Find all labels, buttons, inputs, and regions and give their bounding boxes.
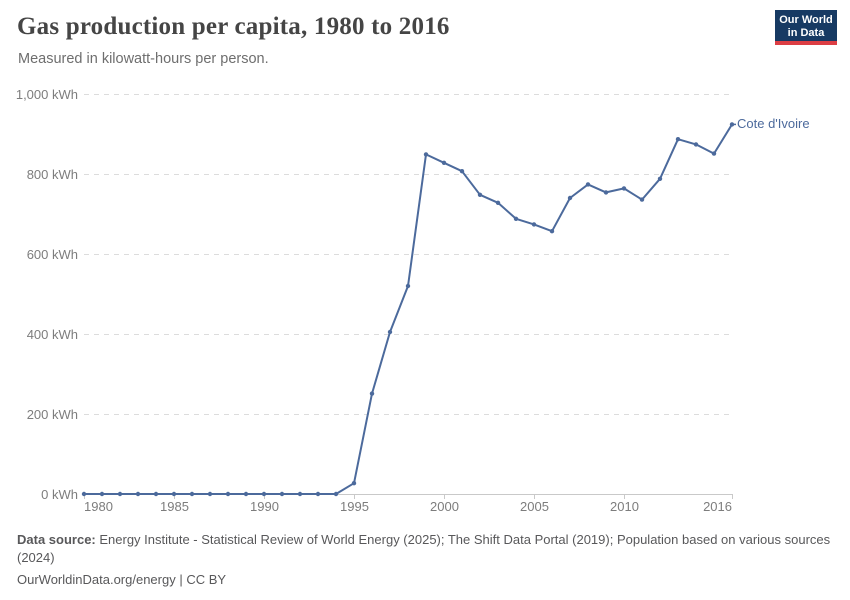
y-tick-label: 1,000 kWh xyxy=(16,87,78,102)
x-tick-label: 2005 xyxy=(520,499,549,514)
owid-logo-line1: Our World xyxy=(779,14,833,26)
data-point xyxy=(531,222,537,227)
data-point xyxy=(351,481,357,486)
data-point xyxy=(423,152,429,157)
x-tick-label: 2000 xyxy=(430,499,459,514)
x-tick-label: 2010 xyxy=(610,499,639,514)
data-point xyxy=(657,176,663,181)
data-point xyxy=(675,137,681,142)
data-point xyxy=(387,329,393,335)
data-point xyxy=(297,491,303,497)
y-tick-label: 600 kWh xyxy=(27,247,78,262)
data-point xyxy=(369,391,375,396)
data-point xyxy=(153,491,159,497)
data-point xyxy=(279,491,285,497)
data-point xyxy=(405,283,411,289)
data-point xyxy=(99,491,105,497)
x-tick-label: 1985 xyxy=(160,499,189,514)
x-axis-labels: 1980 1985 1990 1995 2000 2005 2010 2016 xyxy=(84,499,732,514)
data-source-line: Data source: Energy Institute - Statisti… xyxy=(17,531,832,567)
data-point xyxy=(189,491,195,497)
x-tick-label: 1995 xyxy=(340,499,369,514)
owid-logo-line2: in Data xyxy=(787,27,825,39)
x-tick-label: 1990 xyxy=(250,499,279,514)
data-point xyxy=(207,491,213,497)
series-line xyxy=(83,123,733,495)
data-point xyxy=(459,169,465,174)
data-point xyxy=(603,190,609,195)
data-point xyxy=(729,122,735,127)
y-gridlines xyxy=(84,94,732,495)
data-point xyxy=(711,151,717,156)
data-point xyxy=(243,491,249,497)
y-tick-label: 0 kWh xyxy=(41,487,78,502)
data-point xyxy=(585,182,591,187)
chart-title: Gas production per capita, 1980 to 2016 xyxy=(17,13,450,40)
y-tick-label: 200 kWh xyxy=(27,407,78,422)
data-source-label: Data source: xyxy=(17,532,96,547)
data-point xyxy=(117,491,123,497)
data-point xyxy=(135,491,141,497)
series-points xyxy=(81,122,735,497)
y-axis-labels: 0 kWh 200 kWh 400 kWh 600 kWh 800 kWh 1,000 k… xyxy=(16,87,78,502)
chart-footer: Data source: Energy Institute - Statisti… xyxy=(17,531,832,589)
data-point xyxy=(261,491,267,497)
data-point xyxy=(315,491,321,497)
x-tick-label: 1980 xyxy=(84,499,113,514)
data-point xyxy=(477,192,483,197)
x-axis-ticks xyxy=(84,494,733,499)
data-source-text: Energy Institute - Statistical Review of… xyxy=(17,532,831,565)
line-chart: 0 kWh 200 kWh 400 kWh 600 kWh 800 kWh 1,000 k… xyxy=(16,87,736,514)
data-point xyxy=(513,216,519,221)
y-tick-label: 800 kWh xyxy=(27,167,78,182)
data-point xyxy=(333,491,339,497)
data-point xyxy=(441,160,447,165)
data-point xyxy=(549,229,555,234)
data-point xyxy=(693,142,699,147)
chart-subtitle: Measured in kilowatt-hours per person. xyxy=(18,51,269,67)
x-tick-label: 2016 xyxy=(703,499,732,514)
data-point xyxy=(621,186,627,191)
data-point xyxy=(495,200,501,205)
series-entity-label: Cote d'Ivoire xyxy=(737,116,810,131)
data-point xyxy=(567,195,573,201)
data-point xyxy=(171,491,177,497)
license-line: OurWorldinData.org/energy | CC BY xyxy=(17,572,227,587)
data-point xyxy=(639,197,645,202)
y-tick-label: 400 kWh xyxy=(27,327,78,342)
owid-logo: Our World in Data xyxy=(775,10,837,45)
data-point xyxy=(225,491,231,497)
data-point xyxy=(81,491,87,497)
